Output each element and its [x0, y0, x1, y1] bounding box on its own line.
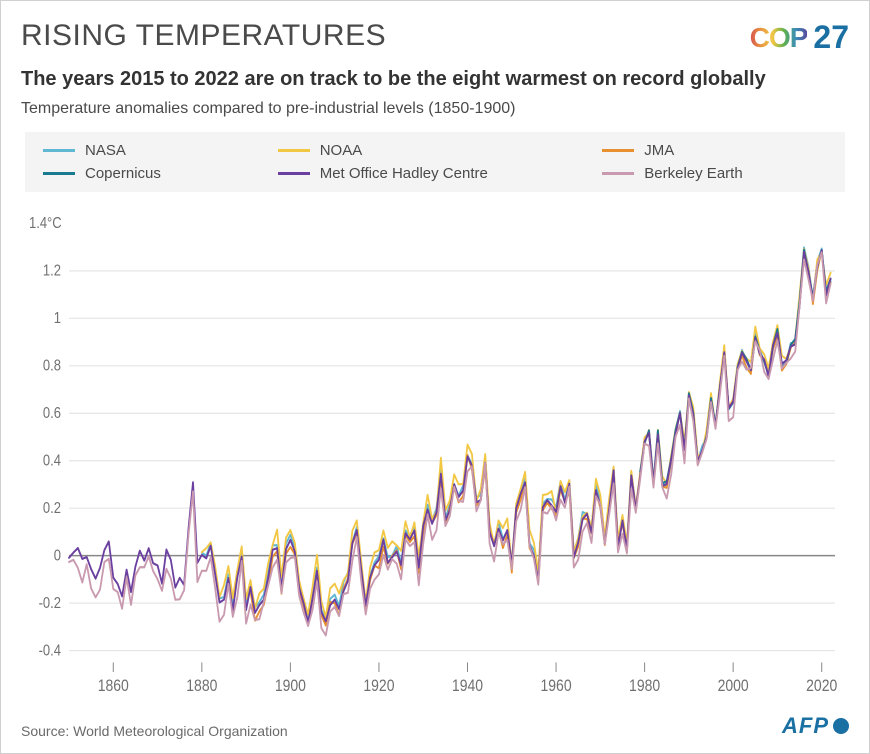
svg-text:0.2: 0.2	[43, 500, 61, 517]
svg-text:1860: 1860	[98, 677, 129, 695]
svg-text:-0.2: -0.2	[39, 595, 61, 612]
svg-text:1: 1	[54, 310, 61, 327]
legend-item: Copernicus	[43, 165, 268, 182]
infographic-container: RISING TEMPERATURES COP 27 The years 201…	[0, 0, 870, 754]
legend-label: Met Office Hadley Centre	[320, 165, 488, 182]
line-chart: -0.4 -0.2 0 0.2 0.4 0.6 0.8 1 1.2 1.4°C 1860 1880 19…	[25, 202, 845, 703]
afp-dot-icon	[833, 718, 849, 734]
legend-label: Copernicus	[85, 165, 161, 182]
svg-text:1960: 1960	[540, 677, 571, 695]
afp-text: AFP	[782, 713, 829, 739]
svg-text:1.2: 1.2	[43, 263, 61, 280]
cop-text: COP	[750, 22, 808, 54]
svg-text:1980: 1980	[629, 677, 660, 695]
legend-item: Berkeley Earth	[602, 165, 827, 182]
svg-text:2000: 2000	[718, 677, 749, 695]
svg-text:1.4°C: 1.4°C	[29, 215, 62, 232]
afp-logo: AFP	[782, 713, 849, 739]
cop27-logo: COP 27	[750, 19, 849, 56]
description: Temperature anomalies compared to pre-in…	[21, 100, 849, 118]
svg-text:0: 0	[54, 547, 61, 564]
legend-item: JMA	[602, 142, 827, 159]
legend-swatch	[278, 149, 310, 152]
footer-row: Source: World Meteorological Organizatio…	[21, 713, 849, 739]
legend-swatch	[43, 149, 75, 152]
legend-item: NOAA	[278, 142, 593, 159]
svg-text:0.6: 0.6	[43, 405, 61, 422]
legend-label: NASA	[85, 142, 126, 159]
svg-text:1900: 1900	[275, 677, 306, 695]
legend-item: NASA	[43, 142, 268, 159]
legend-swatch	[278, 172, 310, 175]
svg-text:0.8: 0.8	[43, 358, 61, 375]
legend-swatch	[602, 172, 634, 175]
legend-label: JMA	[644, 142, 674, 159]
legend-item: Met Office Hadley Centre	[278, 165, 593, 182]
legend-swatch	[602, 149, 634, 152]
header-row: RISING TEMPERATURES COP 27	[21, 19, 849, 56]
chart-area: -0.4 -0.2 0 0.2 0.4 0.6 0.8 1 1.2 1.4°C 1860 1880 19…	[25, 202, 845, 703]
source-text: Source: World Meteorological Organizatio…	[21, 723, 288, 739]
svg-text:1920: 1920	[363, 677, 394, 695]
legend-box: NASA NOAA JMA Copernicus Met Office Hadley C…	[25, 132, 845, 192]
svg-text:-0.4: -0.4	[39, 642, 61, 659]
svg-text:2020: 2020	[806, 677, 837, 695]
legend-swatch	[43, 172, 75, 175]
legend-label: NOAA	[320, 142, 363, 159]
page-title: RISING TEMPERATURES	[21, 19, 386, 53]
svg-text:0.4: 0.4	[43, 452, 61, 469]
cop-number: 27	[813, 19, 849, 56]
legend-label: Berkeley Earth	[644, 165, 742, 182]
svg-text:1880: 1880	[186, 677, 217, 695]
subtitle: The years 2015 to 2022 are on track to b…	[21, 66, 849, 92]
svg-text:1940: 1940	[452, 677, 483, 695]
